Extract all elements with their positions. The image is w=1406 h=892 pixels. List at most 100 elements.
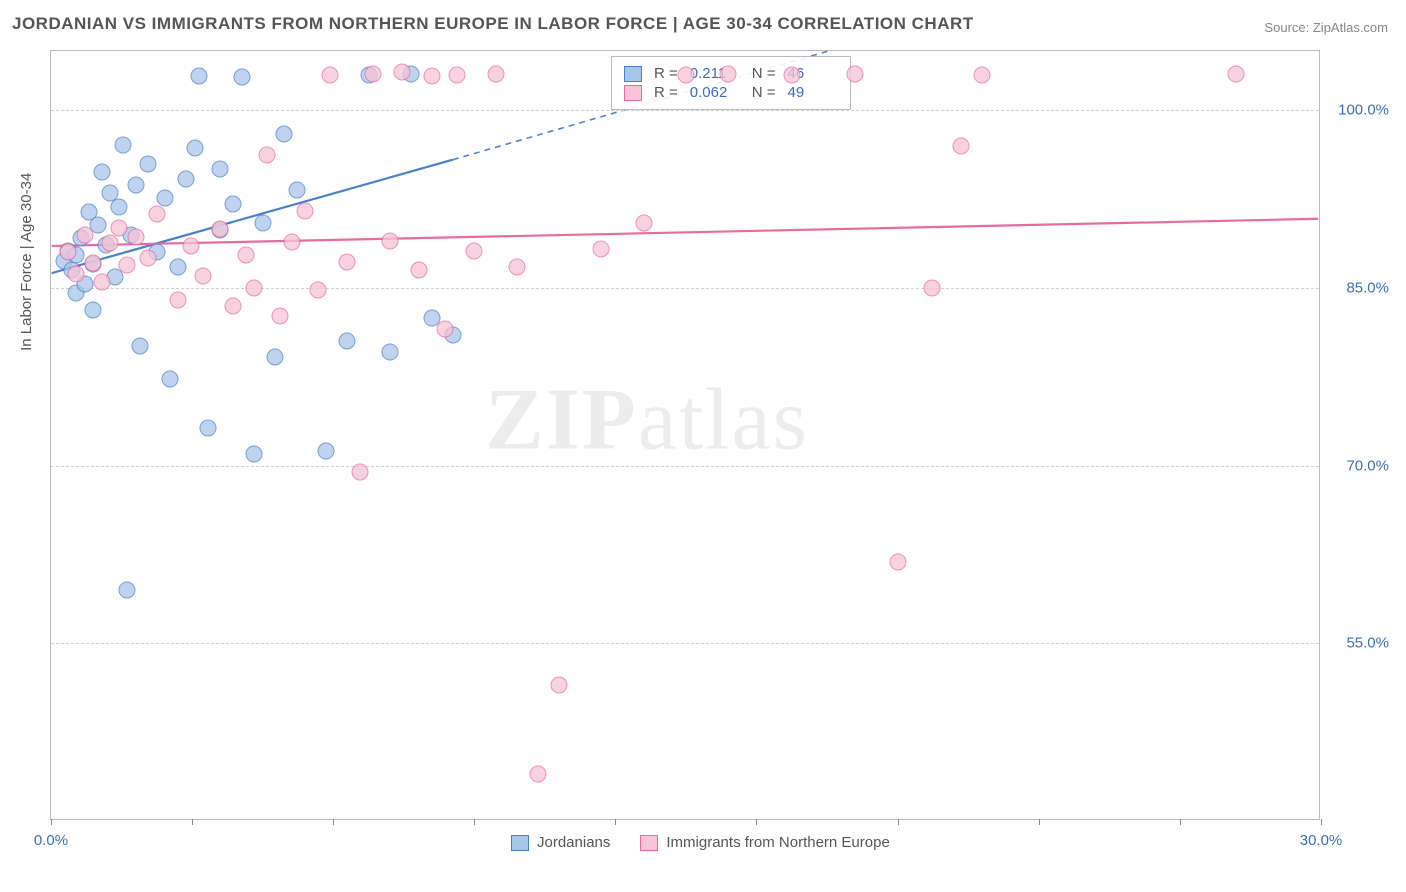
data-point bbox=[923, 279, 940, 296]
data-point bbox=[148, 206, 165, 223]
x-tick-mark bbox=[1039, 819, 1040, 825]
legend-item: Jordanians bbox=[511, 834, 610, 851]
x-tick-mark bbox=[51, 819, 52, 825]
data-point bbox=[487, 65, 504, 82]
data-point bbox=[102, 234, 119, 251]
legend-label: Immigrants from Northern Europe bbox=[666, 834, 889, 851]
data-point bbox=[720, 65, 737, 82]
legend-swatch bbox=[640, 835, 658, 851]
data-point bbox=[267, 348, 284, 365]
data-point bbox=[297, 202, 314, 219]
legend-r-value: 0.062 bbox=[690, 84, 740, 101]
data-point bbox=[318, 443, 335, 460]
data-point bbox=[635, 214, 652, 231]
x-tick-mark bbox=[1180, 819, 1181, 825]
chart-title: JORDANIAN VS IMMIGRANTS FROM NORTHERN EU… bbox=[12, 14, 974, 34]
legend-n-label: N = bbox=[752, 84, 776, 101]
data-point bbox=[170, 258, 187, 275]
gridline bbox=[51, 466, 1319, 467]
y-tick-label: 85.0% bbox=[1329, 279, 1389, 296]
data-point bbox=[93, 163, 110, 180]
data-point bbox=[394, 64, 411, 81]
data-point bbox=[322, 66, 339, 83]
data-point bbox=[271, 308, 288, 325]
data-point bbox=[381, 232, 398, 249]
data-point bbox=[59, 244, 76, 261]
data-point bbox=[847, 65, 864, 82]
gridline bbox=[51, 110, 1319, 111]
data-point bbox=[411, 262, 428, 279]
x-tick-mark bbox=[333, 819, 334, 825]
data-point bbox=[233, 69, 250, 86]
watermark: ZIPatlas bbox=[485, 369, 809, 470]
data-point bbox=[114, 136, 131, 153]
legend-swatch bbox=[624, 66, 642, 82]
data-point bbox=[288, 181, 305, 198]
legend-n-label: N = bbox=[752, 65, 776, 82]
data-point bbox=[199, 419, 216, 436]
data-point bbox=[593, 240, 610, 257]
data-point bbox=[212, 161, 229, 178]
x-tick-mark bbox=[192, 819, 193, 825]
data-point bbox=[127, 176, 144, 193]
data-point bbox=[195, 268, 212, 285]
source-link[interactable]: ZipAtlas.com bbox=[1313, 20, 1388, 35]
data-point bbox=[225, 297, 242, 314]
data-point bbox=[889, 553, 906, 570]
data-point bbox=[119, 257, 136, 274]
data-point bbox=[186, 140, 203, 157]
data-point bbox=[110, 199, 127, 216]
data-point bbox=[178, 170, 195, 187]
legend-series: Jordanians Immigrants from Northern Europ… bbox=[511, 834, 890, 851]
x-tick-mark bbox=[756, 819, 757, 825]
data-point bbox=[127, 228, 144, 245]
data-point bbox=[424, 67, 441, 84]
gridline bbox=[51, 288, 1319, 289]
data-point bbox=[381, 343, 398, 360]
legend-stat-row: R = 0.062 N = 49 bbox=[624, 84, 838, 101]
legend-r-label: R = bbox=[654, 65, 678, 82]
legend-swatch bbox=[511, 835, 529, 851]
data-point bbox=[466, 243, 483, 260]
data-point bbox=[254, 214, 271, 231]
data-point bbox=[275, 125, 292, 142]
data-point bbox=[352, 463, 369, 480]
legend-n-value: 49 bbox=[788, 84, 838, 101]
data-point bbox=[284, 233, 301, 250]
data-point bbox=[258, 147, 275, 164]
data-point bbox=[212, 220, 229, 237]
data-point bbox=[678, 66, 695, 83]
plot-area: ZIPatlas R =0.211N =46R =0.062N =49 Jord… bbox=[50, 50, 1320, 820]
y-tick-label: 55.0% bbox=[1329, 635, 1389, 652]
data-point bbox=[85, 255, 102, 272]
data-point bbox=[246, 279, 263, 296]
legend-swatch bbox=[624, 85, 642, 101]
data-point bbox=[436, 321, 453, 338]
data-point bbox=[1228, 65, 1245, 82]
legend-r-label: R = bbox=[654, 84, 678, 101]
data-point bbox=[953, 137, 970, 154]
data-point bbox=[339, 253, 356, 270]
data-point bbox=[309, 282, 326, 299]
data-point bbox=[237, 246, 254, 263]
data-point bbox=[449, 66, 466, 83]
data-point bbox=[246, 445, 263, 462]
data-point bbox=[182, 238, 199, 255]
data-point bbox=[551, 676, 568, 693]
data-point bbox=[783, 66, 800, 83]
x-tick-mark bbox=[898, 819, 899, 825]
data-point bbox=[85, 302, 102, 319]
x-tick-label: 30.0% bbox=[1300, 832, 1343, 849]
x-tick-mark bbox=[1321, 819, 1322, 825]
watermark-zip: ZIP bbox=[485, 371, 638, 468]
legend-label: Jordanians bbox=[537, 834, 610, 851]
x-tick-mark bbox=[615, 819, 616, 825]
data-point bbox=[140, 250, 157, 267]
data-point bbox=[131, 337, 148, 354]
data-point bbox=[76, 226, 93, 243]
data-point bbox=[68, 265, 85, 282]
data-point bbox=[339, 333, 356, 350]
x-tick-mark bbox=[474, 819, 475, 825]
data-point bbox=[157, 189, 174, 206]
y-tick-label: 70.0% bbox=[1329, 457, 1389, 474]
